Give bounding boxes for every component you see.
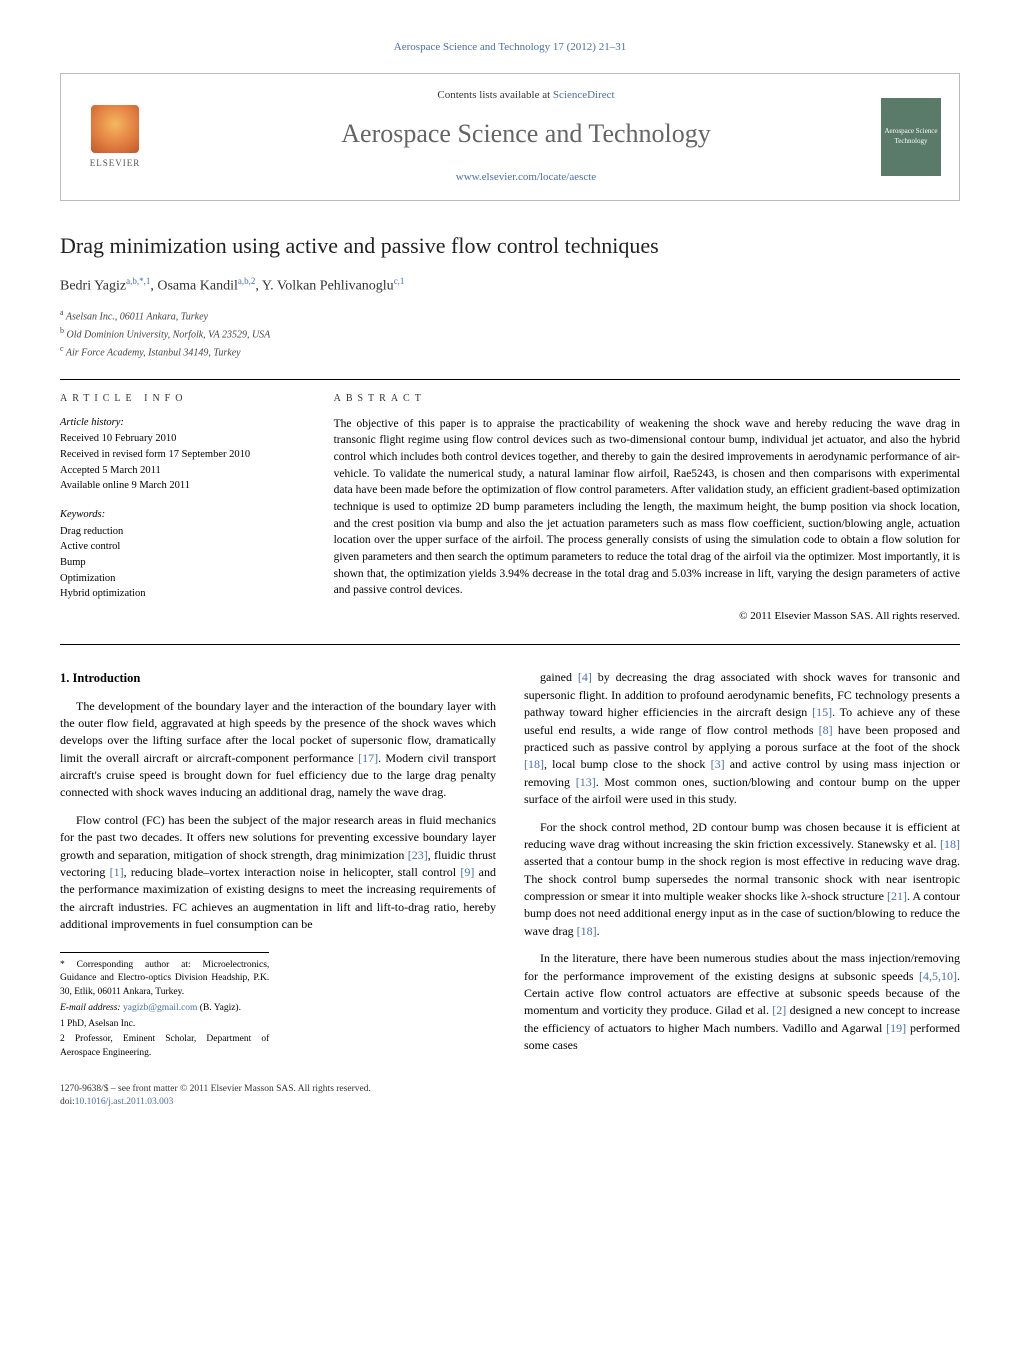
footnote-1: 1 PhD, Aselsan Inc. [60,1018,269,1032]
elsevier-tree-icon [91,105,139,153]
doi-link[interactable]: 10.1016/j.ast.2011.03.003 [75,1097,174,1107]
footnotes: * Corresponding author at: Microelectron… [60,952,269,1061]
top-citation: Aerospace Science and Technology 17 (201… [60,40,960,55]
article-title: Drag minimization using active and passi… [60,231,960,262]
history-line: Accepted 5 March 2011 [60,464,304,479]
doi-line: doi:10.1016/j.ast.2011.03.003 [60,1096,960,1109]
keywords-label: Keywords: [60,508,304,523]
journal-title: Aerospace Science and Technology [171,116,881,152]
author-email[interactable]: yagizb@gmail.com [123,1003,197,1013]
body-para: gained [4] by decreasing the drag associ… [524,669,960,808]
journal-header: ELSEVIER Contents lists available at Sci… [60,73,960,200]
keyword: Hybrid optimization [60,587,304,602]
section-title: 1. Introduction [60,669,496,687]
rule-top [60,379,960,380]
rule-bottom [60,644,960,645]
corresponding-note: * Corresponding author at: Microelectron… [60,959,269,1000]
right-column: gained [4] by decreasing the drag associ… [524,669,960,1064]
sciencedirect-link[interactable]: ScienceDirect [553,89,615,101]
history-line: Available online 9 March 2011 [60,479,304,494]
publisher-logo: ELSEVIER [79,98,151,176]
top-citation-link[interactable]: Aerospace Science and Technology 17 (201… [394,41,626,53]
journal-url-wrap: www.elsevier.com/locate/aescte [171,170,881,185]
affiliation-line: b Old Dominion University, Norfolk, VA 2… [60,325,960,342]
keyword: Optimization [60,572,304,587]
abstract-column: ABSTRACT The objective of this paper is … [334,392,960,625]
article-history-block: Article history: Received 10 February 20… [60,416,304,494]
front-matter-line: 1270-9638/$ – see front matter © 2011 El… [60,1083,960,1096]
body-para: In the literature, there have been numer… [524,950,960,1054]
journal-cover-thumb: Aerospace Science Technology [881,98,941,176]
keyword: Active control [60,540,304,555]
body-para: For the shock control method, 2D contour… [524,819,960,941]
footnote-2: 2 Professor, Eminent Scholar, Department… [60,1033,269,1061]
body-para: Flow control (FC) has been the subject o… [60,812,496,934]
history-label: Article history: [60,416,304,431]
left-column: 1. Introduction The development of the b… [60,669,496,1064]
article-info-head: ARTICLE INFO [60,392,304,406]
info-abstract-row: ARTICLE INFO Article history: Received 1… [60,392,960,625]
footer: 1270-9638/$ – see front matter © 2011 El… [60,1083,960,1110]
keyword: Bump [60,556,304,571]
affiliations: a Aselsan Inc., 06011 Ankara, Turkeyb Ol… [60,307,960,361]
journal-url[interactable]: www.elsevier.com/locate/aescte [456,171,596,183]
body-columns: 1. Introduction The development of the b… [60,669,960,1064]
keyword: Drag reduction [60,525,304,540]
body-para: The development of the boundary layer an… [60,698,496,802]
cover-text: Aerospace Science Technology [883,127,939,147]
email-label: E-mail address: [60,1003,123,1013]
doi-label: doi: [60,1097,75,1107]
author-list: Bedri Yagiza,b,*,1, Osama Kandila,b,2, Y… [60,275,960,296]
contents-line: Contents lists available at ScienceDirec… [171,88,881,103]
email-line: E-mail address: yagizb@gmail.com (B. Yag… [60,1002,269,1016]
abstract-text: The objective of this paper is to apprai… [334,416,960,599]
affiliation-line: a Aselsan Inc., 06011 Ankara, Turkey [60,307,960,324]
publisher-name: ELSEVIER [90,157,141,170]
affiliation-line: c Air Force Academy, Istanbul 34149, Tur… [60,343,960,360]
header-center: Contents lists available at ScienceDirec… [171,88,881,185]
contents-prefix: Contents lists available at [437,89,552,101]
article-info-column: ARTICLE INFO Article history: Received 1… [60,392,304,625]
abstract-head: ABSTRACT [334,392,960,406]
history-line: Received 10 February 2010 [60,432,304,447]
email-suffix: (B. Yagiz). [197,1003,241,1013]
abstract-copyright: © 2011 Elsevier Masson SAS. All rights r… [334,609,960,624]
keywords-block: Keywords: Drag reduction Active control … [60,508,304,602]
history-line: Received in revised form 17 September 20… [60,448,304,463]
